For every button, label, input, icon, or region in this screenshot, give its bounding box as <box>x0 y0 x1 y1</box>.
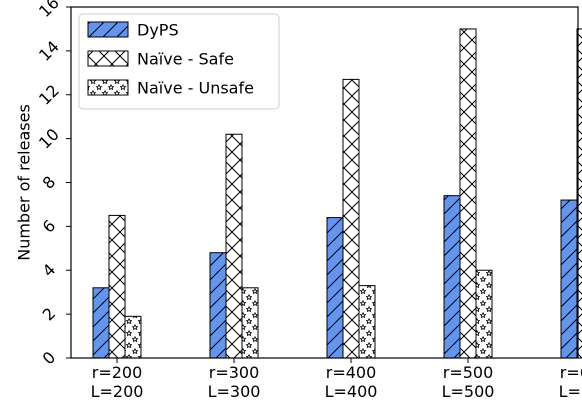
x-tick-label: L=500 <box>442 382 495 401</box>
bar-na-ve-unsafe-2 <box>358 285 376 359</box>
bar-na-ve-unsafe-3 <box>475 269 493 359</box>
y-tick-label: 12 <box>35 81 63 109</box>
legend-label: Naïve - Unsafe <box>137 79 254 98</box>
x-tick-label: r=600 <box>560 363 582 382</box>
y-tick-label: 14 <box>35 37 63 65</box>
legend-box <box>78 13 280 110</box>
y-tick-label: 2 <box>39 304 60 325</box>
bar-dyps-0 <box>92 287 110 359</box>
x-tick-label: L=600 <box>559 382 582 401</box>
bar-dyps-3 <box>443 195 461 359</box>
x-tick-label: r=500 <box>443 363 494 382</box>
bar-na-ve-safe-0 <box>108 214 126 359</box>
y-axis-label: Number of releases <box>15 104 34 261</box>
y-tick-label: 16 <box>35 0 63 21</box>
bar-na-ve-safe-3 <box>459 28 477 359</box>
legend-swatch-na-ve-unsafe <box>87 79 129 96</box>
x-tick-label: r=200 <box>92 363 143 382</box>
bar-na-ve-unsafe-1 <box>241 287 259 359</box>
bar-dyps-2 <box>326 217 344 359</box>
x-tick-label: r=400 <box>326 363 377 382</box>
legend-swatch-dyps <box>87 21 129 38</box>
bar-dyps-4 <box>560 199 578 359</box>
x-tick-label: L=200 <box>91 382 144 401</box>
y-tick-label: 4 <box>39 260 60 281</box>
y-tick-label: 8 <box>39 172 60 193</box>
x-tick-label: r=300 <box>209 363 260 382</box>
bar-dyps-1 <box>209 252 227 359</box>
bar-na-ve-safe-1 <box>225 133 243 359</box>
legend-label: Naïve - Safe <box>137 50 234 69</box>
legend-swatch-na-ve-safe <box>87 50 129 67</box>
y-tick-label: 6 <box>39 216 60 237</box>
x-tick-label: L=300 <box>208 382 261 401</box>
legend-label: DyPS <box>137 21 179 40</box>
bar-na-ve-unsafe-0 <box>124 315 142 359</box>
bar-na-ve-safe-2 <box>342 78 360 359</box>
y-tick-label: 10 <box>35 125 63 153</box>
y-tick-label: 0 <box>39 348 60 369</box>
x-tick-label: L=400 <box>325 382 378 401</box>
bar-na-ve-safe-4 <box>576 28 582 359</box>
